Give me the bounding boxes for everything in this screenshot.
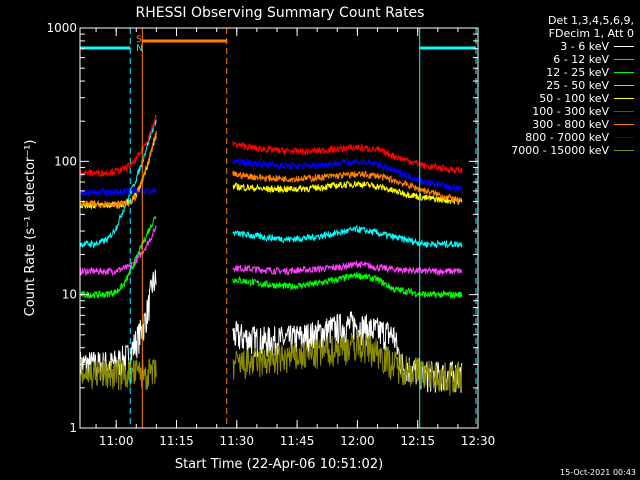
legend-entry-swatch — [614, 137, 634, 138]
legend-entry: 800 - 7000 keV — [484, 131, 634, 144]
legend-entry: 25 - 50 keV — [484, 79, 634, 92]
legend-entry-label: 300 - 800 keV — [532, 118, 609, 131]
x-axis-label: Start Time (22-Apr-06 10:51:02) — [175, 457, 383, 472]
series-12-25-kev-after-night — [232, 272, 463, 300]
chart-title: RHESSI Observing Summary Count Rates — [136, 5, 425, 21]
legend-header-line-2: FDecim 1, Att 0 — [548, 27, 634, 40]
legend-entry-swatch — [614, 46, 634, 47]
legend-entry-label: 7000 - 15000 keV — [511, 144, 609, 157]
legend-entry-label: 25 - 50 keV — [546, 79, 609, 92]
series-300-800-kev-before-night — [79, 130, 157, 208]
legend-entry-swatch — [614, 111, 634, 112]
timestamp: 15-Oct-2021 00:43 — [560, 468, 636, 477]
y-axis-label: Count Rate (s⁻¹ detector⁻¹) — [23, 140, 38, 317]
series-100-300-kev-after-night — [232, 140, 463, 175]
legend-entry: 6 - 12 keV — [484, 53, 634, 66]
legend-entry-label: 12 - 25 keV — [546, 66, 609, 79]
legend-entry-label: 3 - 6 keV — [560, 40, 609, 53]
legend-header-line-1: Det 1,3,4,5,6,9, — [547, 14, 634, 27]
legend-entry-swatch — [614, 150, 634, 151]
x-tick-label: 11:15 — [159, 434, 194, 448]
legend-entry: 12 - 25 keV — [484, 66, 634, 79]
series-25-50-kev-before-night — [79, 119, 157, 249]
series-6-12-kev-before-night — [79, 225, 157, 277]
legend-entry-label: 6 - 12 keV — [553, 53, 609, 66]
series-50-100-kev-after-night — [232, 180, 463, 206]
saa-label-n: N — [136, 44, 143, 54]
legend-entry: 50 - 100 keV — [484, 92, 634, 105]
legend-entry-label: 50 - 100 keV — [539, 92, 609, 105]
y-tick-label: 100 — [54, 154, 77, 168]
series-800-7000-kev-after-night — [232, 158, 463, 193]
legend-entry-label: 800 - 7000 keV — [525, 131, 609, 144]
series-7000-15000-kev-after-night — [232, 332, 463, 396]
y-tick-label: 10 — [62, 288, 77, 302]
legend-entry-swatch — [614, 59, 634, 60]
series-12-25-kev-before-night — [79, 216, 157, 299]
series-100-300-kev-before-night — [79, 114, 157, 178]
legend: Det 1,3,4,5,6,9, FDecim 1, Att 0 3 - 6 k… — [484, 14, 634, 157]
y-tick-label: 1000 — [46, 21, 77, 35]
legend-entry-label: 100 - 300 keV — [532, 105, 609, 118]
legend-entry: 100 - 300 keV — [484, 105, 634, 118]
series-25-50-kev-after-night — [232, 224, 463, 249]
x-tick-label: 12:00 — [340, 434, 375, 448]
legend-entry: 7000 - 15000 keV — [484, 144, 634, 157]
legend-entry-swatch — [614, 98, 634, 99]
y-tick-label: 1 — [69, 421, 77, 435]
legend-entry-swatch — [614, 85, 634, 86]
x-tick-label: 12:30 — [461, 434, 496, 448]
legend-entry: 3 - 6 keV — [484, 40, 634, 53]
series-6-12-kev-after-night — [232, 259, 463, 277]
x-tick-label: 11:45 — [280, 434, 315, 448]
legend-entry: 300 - 800 keV — [484, 118, 634, 131]
x-tick-label: 12:15 — [400, 434, 435, 448]
legend-entry-swatch — [614, 72, 634, 73]
legend-entry-swatch — [614, 124, 634, 125]
series-7000-15000-kev-before-night — [79, 358, 157, 391]
series-300-800-kev-after-night — [232, 170, 463, 204]
plot-frame — [79, 27, 479, 429]
series-800-7000-kev-before-night — [79, 186, 157, 198]
x-tick-label: 11:00 — [99, 434, 134, 448]
saa-label-s: S — [136, 35, 142, 45]
x-tick-label: 11:30 — [219, 434, 254, 448]
